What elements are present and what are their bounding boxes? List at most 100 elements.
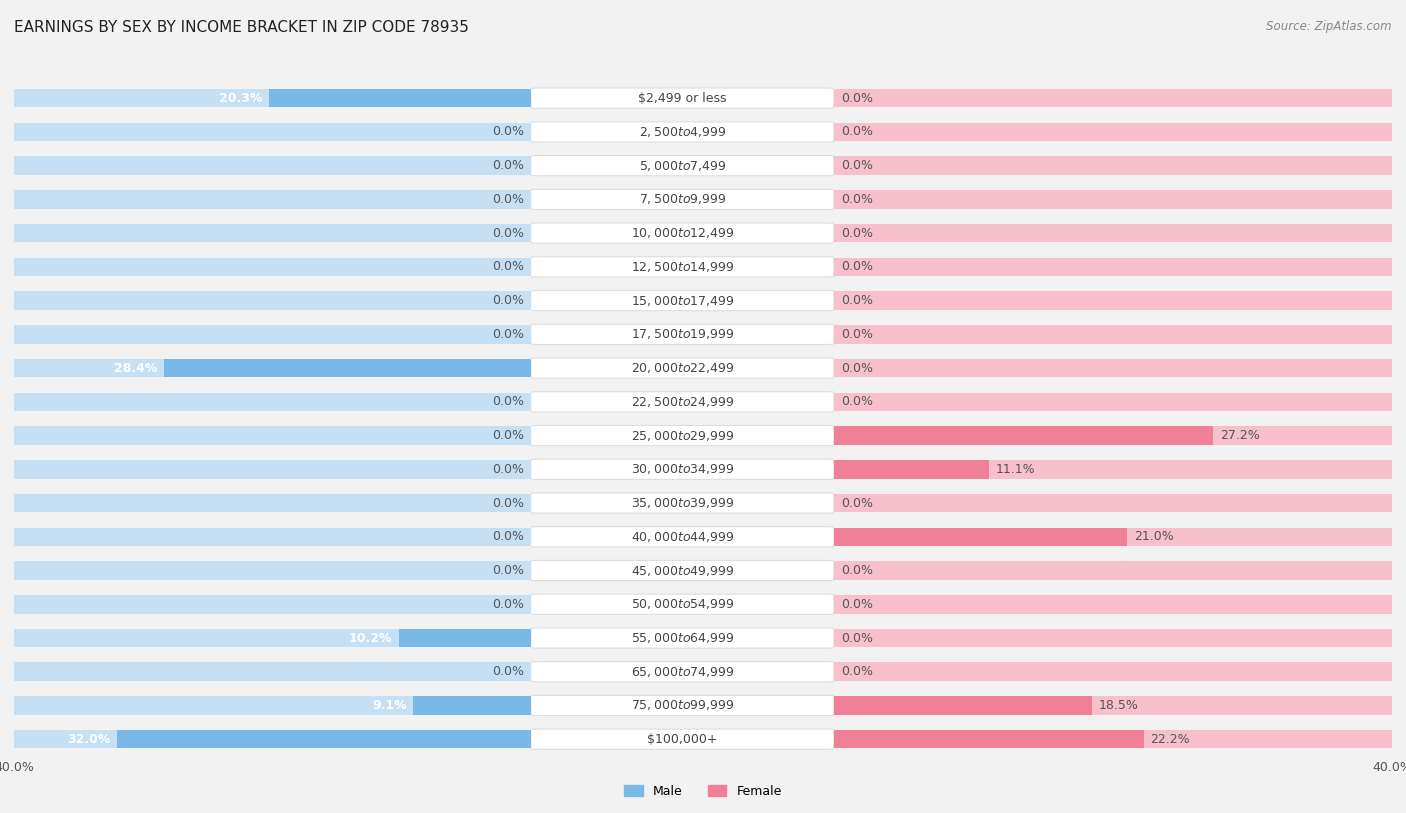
Text: 20.3%: 20.3% (219, 92, 262, 105)
Bar (0, 689, 531, 723)
Bar (0, 621, 834, 655)
Bar (834, 528, 1126, 546)
FancyBboxPatch shape (531, 594, 834, 615)
Bar (14, 89, 531, 107)
Bar (14, 190, 531, 209)
Text: 0.0%: 0.0% (492, 294, 524, 307)
FancyBboxPatch shape (531, 527, 834, 547)
Bar (117, 730, 531, 749)
Text: $65,000 to $74,999: $65,000 to $74,999 (630, 665, 734, 679)
Bar (0, 149, 834, 182)
Bar (0, 486, 531, 520)
Bar (0, 723, 834, 756)
Text: 0.0%: 0.0% (492, 530, 524, 543)
Bar (834, 258, 1392, 276)
Text: $2,500 to $4,999: $2,500 to $4,999 (638, 125, 725, 139)
Text: 0.0%: 0.0% (841, 92, 873, 105)
Bar (269, 89, 531, 107)
Bar (14, 696, 531, 715)
Bar (0, 385, 834, 419)
Bar (0, 723, 531, 756)
Bar (0, 452, 834, 486)
Bar (530, 723, 1406, 756)
Bar (530, 284, 1406, 317)
Bar (14, 730, 531, 749)
Bar (0, 182, 834, 216)
Bar (0, 419, 834, 452)
Bar (530, 655, 1406, 689)
Text: 0.0%: 0.0% (841, 159, 873, 172)
Text: 0.0%: 0.0% (492, 328, 524, 341)
Bar (0, 486, 834, 520)
Text: 0.0%: 0.0% (492, 463, 524, 476)
Bar (413, 696, 531, 715)
Text: 0.0%: 0.0% (841, 193, 873, 206)
Bar (834, 663, 1392, 681)
Text: 0.0%: 0.0% (492, 429, 524, 442)
Bar (530, 486, 1406, 520)
Bar (14, 359, 531, 377)
Bar (0, 317, 531, 351)
Bar (834, 696, 1392, 715)
Bar (834, 190, 1392, 209)
FancyBboxPatch shape (531, 257, 834, 277)
Bar (0, 520, 834, 554)
Bar (834, 730, 1392, 749)
Bar (0, 115, 531, 149)
Text: 0.0%: 0.0% (841, 125, 873, 138)
Text: 0.0%: 0.0% (492, 598, 524, 611)
Bar (0, 81, 531, 115)
Bar (0, 149, 531, 182)
Text: $30,000 to $34,999: $30,000 to $34,999 (630, 463, 734, 476)
Text: 0.0%: 0.0% (492, 564, 524, 577)
Text: $2,499 or less: $2,499 or less (638, 92, 727, 105)
Bar (14, 258, 531, 276)
Bar (834, 696, 1092, 715)
FancyBboxPatch shape (531, 189, 834, 210)
Bar (530, 554, 1406, 587)
Bar (14, 426, 531, 445)
FancyBboxPatch shape (531, 560, 834, 580)
Bar (530, 115, 1406, 149)
Bar (834, 224, 1392, 242)
Text: 0.0%: 0.0% (492, 395, 524, 408)
Legend: Male, Female: Male, Female (619, 780, 787, 802)
Bar (530, 689, 1406, 723)
Bar (165, 359, 531, 377)
Bar (530, 216, 1406, 250)
Bar (0, 250, 834, 284)
Text: 0.0%: 0.0% (841, 328, 873, 341)
Bar (14, 224, 531, 242)
Text: 0.0%: 0.0% (841, 362, 873, 375)
Bar (0, 317, 834, 351)
Bar (530, 81, 1406, 115)
Bar (834, 123, 1392, 141)
Bar (530, 621, 1406, 655)
Bar (0, 655, 531, 689)
Text: 0.0%: 0.0% (841, 294, 873, 307)
Bar (0, 587, 834, 621)
Bar (530, 419, 1406, 452)
Text: 11.1%: 11.1% (995, 463, 1035, 476)
Bar (530, 351, 1406, 385)
FancyBboxPatch shape (531, 493, 834, 513)
Text: 22.2%: 22.2% (1150, 733, 1191, 746)
Bar (834, 493, 1392, 512)
Bar (0, 419, 531, 452)
Bar (14, 595, 531, 614)
Text: 10.2%: 10.2% (349, 632, 392, 645)
Bar (0, 621, 531, 655)
Text: 21.0%: 21.0% (1133, 530, 1174, 543)
Bar (0, 385, 531, 419)
Bar (0, 554, 531, 587)
FancyBboxPatch shape (531, 324, 834, 345)
Bar (834, 460, 988, 479)
Text: $20,000 to $22,499: $20,000 to $22,499 (630, 361, 734, 375)
Text: $10,000 to $12,499: $10,000 to $12,499 (630, 226, 734, 240)
Text: 0.0%: 0.0% (841, 497, 873, 510)
Text: 0.0%: 0.0% (492, 159, 524, 172)
Text: $55,000 to $64,999: $55,000 to $64,999 (630, 631, 734, 645)
Bar (14, 663, 531, 681)
Text: $7,500 to $9,999: $7,500 to $9,999 (638, 193, 725, 207)
Bar (530, 587, 1406, 621)
